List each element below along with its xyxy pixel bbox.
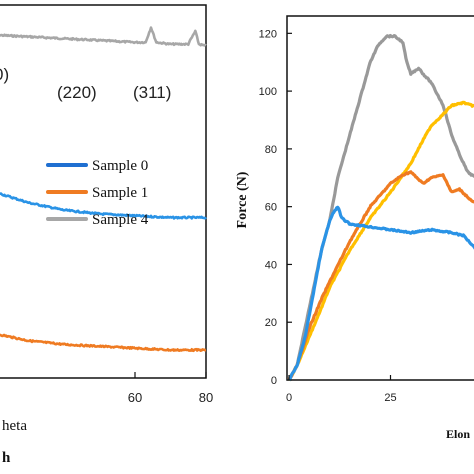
right-x-ticks: 0 25 bbox=[286, 375, 397, 404]
right-x-axis-label: Elon bbox=[446, 427, 470, 441]
left-series-group bbox=[0, 26, 207, 353]
panel-label: h bbox=[2, 450, 11, 466]
left-plot-frame bbox=[0, 4, 207, 379]
right-x-tick-label: 25 bbox=[384, 392, 396, 404]
left-x-axis-label: heta bbox=[2, 418, 27, 434]
right-y-tick-label: 120 bbox=[259, 28, 277, 40]
left-series-sample-0 bbox=[0, 192, 207, 220]
left-x-tick-label: 80 bbox=[199, 390, 213, 405]
peak-label-220: (220) bbox=[57, 83, 97, 102]
right-y-tick-label: 80 bbox=[265, 144, 277, 156]
legend: Sample 0 Sample 1 Sample 4 bbox=[46, 158, 149, 228]
right-plot-frame bbox=[286, 15, 474, 381]
peak-label-311: (311) bbox=[133, 83, 171, 102]
right-y-ticks: 0 20 40 60 80 100 120 bbox=[259, 28, 292, 387]
right-y-tick-label: 40 bbox=[265, 259, 277, 271]
legend-entry: Sample 4 bbox=[92, 212, 149, 228]
right-x-tick-label: 0 bbox=[286, 392, 292, 404]
left-x-tick-label: 60 bbox=[128, 390, 142, 405]
right-y-tick-label: 100 bbox=[259, 86, 277, 98]
right-y-tick-label: 60 bbox=[265, 202, 277, 214]
right-series-line bbox=[287, 205, 474, 382]
right-series-line bbox=[287, 33, 474, 381]
right-y-tick-label: 20 bbox=[265, 317, 277, 329]
left-x-ticks: 60 80 bbox=[128, 372, 213, 405]
peak-label-111: 0) bbox=[0, 65, 9, 84]
right-series-line bbox=[287, 100, 474, 382]
right-y-tick-label: 0 bbox=[271, 375, 277, 387]
legend-entry: Sample 1 bbox=[92, 185, 148, 201]
left-series-sample-1 bbox=[0, 333, 207, 353]
force-chart: 0 20 40 60 80 100 120 0 25 Force (N) Elon bbox=[235, 15, 474, 441]
legend-entry: Sample 0 bbox=[92, 158, 148, 174]
right-series-group bbox=[287, 33, 474, 382]
right-series-line bbox=[287, 170, 474, 381]
left-series-sample-4 bbox=[0, 26, 207, 47]
right-y-axis-label: Force (N) bbox=[235, 171, 250, 228]
